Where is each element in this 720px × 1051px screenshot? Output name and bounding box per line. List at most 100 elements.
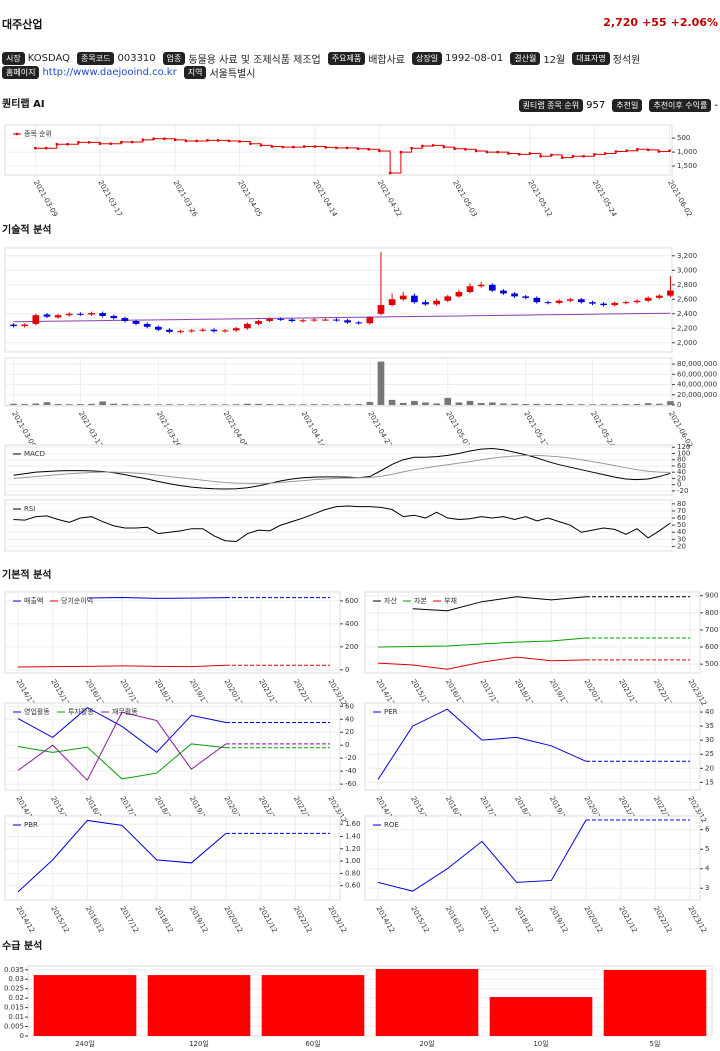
x-tick-label: 2022/12 xyxy=(652,905,673,934)
y-tick-label: 1,500 xyxy=(677,162,697,170)
section-title: 퀀티랩 AI xyxy=(2,97,45,110)
candle-body xyxy=(566,299,574,301)
y-tick-label: 80,000,000 xyxy=(677,360,717,368)
candle-body xyxy=(667,290,674,296)
legend-label: 재무활동 xyxy=(112,707,138,716)
candle-body xyxy=(32,315,40,324)
candle-body xyxy=(377,305,385,314)
info-label: 업종 xyxy=(162,52,186,65)
x-tick-label: 2019/12 xyxy=(548,905,569,934)
volume-bar xyxy=(399,402,407,405)
y-tick-label: 40 xyxy=(677,528,686,536)
legend-label: PBR xyxy=(24,821,38,829)
x-tick-label: 60일 xyxy=(305,1039,320,1048)
info-value: KOSDAQ xyxy=(27,53,71,64)
series-line xyxy=(17,743,227,780)
x-tick-label: 2016/12 xyxy=(84,905,105,934)
point xyxy=(571,155,575,158)
y-tick-label: 40 xyxy=(345,715,354,723)
volume-bar xyxy=(488,402,496,405)
y-tick-label: 6 xyxy=(705,826,710,834)
volume-bar xyxy=(88,403,95,405)
y-tick-label: 0 xyxy=(677,401,681,409)
candle-body xyxy=(522,296,530,298)
section-title: 기본적 분석 xyxy=(2,568,51,581)
x-tick-label: 2022/12 xyxy=(292,905,313,934)
volume-bar xyxy=(355,404,363,405)
y-tick-label: 700 xyxy=(705,626,718,634)
x-tick-label: 2021-03-17 xyxy=(96,179,123,218)
point xyxy=(77,141,80,144)
legend-marker xyxy=(15,132,19,136)
point xyxy=(130,140,134,144)
legend-label: 자산 xyxy=(384,596,397,605)
volume-bar xyxy=(21,404,29,405)
y-tick-label: 60,000,000 xyxy=(677,370,717,378)
chart-frame xyxy=(27,965,713,1037)
candle-body xyxy=(88,313,95,315)
x-tick-label: 2021-03-26 xyxy=(155,410,183,450)
y-tick-label: 600 xyxy=(345,597,358,605)
info-label: 주요제품 xyxy=(327,52,366,65)
candle-body xyxy=(488,284,496,291)
info-value: 배합사료 xyxy=(368,55,405,66)
y-tick-label: 40 xyxy=(677,468,686,476)
y-tick-label: 0 xyxy=(677,481,681,489)
y-tick-label: 400 xyxy=(345,620,358,628)
x-tick-label: 2020/12 xyxy=(223,905,244,934)
point xyxy=(474,149,478,153)
x-tick-label: 2014/12 xyxy=(15,905,36,934)
x-tick-label: 2017/12 xyxy=(119,905,140,934)
info-label: 시장 xyxy=(2,52,25,65)
candle-body xyxy=(177,331,184,333)
candle-body xyxy=(533,297,541,303)
y-tick-label: 0.005 xyxy=(4,1023,24,1031)
volume-bar xyxy=(277,404,285,405)
chart-frame xyxy=(4,357,673,407)
y-tick-label: 0.025 xyxy=(4,985,24,993)
volume-bar xyxy=(477,402,485,405)
point xyxy=(582,155,585,158)
info-value: 1992-08-01 xyxy=(445,53,504,64)
info-label: 대표자명 xyxy=(572,52,610,65)
volume-bar xyxy=(444,397,452,405)
info-label: 홈페이지 xyxy=(2,66,40,79)
y-tick-label: 2,000 xyxy=(677,339,697,347)
x-tick-label: 2021-06-02 xyxy=(666,179,693,218)
volume-bar xyxy=(143,404,151,405)
y-tick-label: 600 xyxy=(705,643,718,651)
y-tick-label: 0.80 xyxy=(345,869,361,877)
point xyxy=(378,149,381,153)
candle-body xyxy=(333,319,340,321)
x-tick-label: 2018/12 xyxy=(153,905,174,934)
volume-bar xyxy=(578,404,585,405)
stock-name: 대주산업 xyxy=(2,18,43,31)
candle-body xyxy=(399,295,407,300)
x-tick-label: 2021-03-09 xyxy=(32,179,59,218)
candle-body xyxy=(166,329,173,332)
x-tick-label: 2021-05-12 xyxy=(526,179,553,218)
y-tick-label: 35 xyxy=(705,722,714,730)
y-tick-label: 900 xyxy=(705,592,718,600)
volume-bar xyxy=(299,404,307,405)
x-tick-label: 2021-04-14 xyxy=(300,410,328,450)
candle-body xyxy=(500,290,507,294)
y-tick-label: 0.03 xyxy=(8,975,24,983)
point xyxy=(34,146,37,150)
y-tick-label: 60 xyxy=(677,462,686,470)
y-tick-label: 1.00 xyxy=(345,857,361,865)
y-tick-label: 1.40 xyxy=(345,832,361,840)
x-tick-label: 120일 xyxy=(189,1039,209,1048)
point xyxy=(259,144,263,147)
info-value: 12월 xyxy=(543,55,566,66)
info-value: 정석원 xyxy=(612,55,641,66)
point xyxy=(614,150,618,153)
y-tick-label: 20 xyxy=(705,764,714,772)
legend-label: RSI xyxy=(24,505,35,513)
candle-body xyxy=(544,302,552,304)
point xyxy=(421,144,424,148)
info-row: 시장 KOSDAQ 종목코드 003310 업종 동물용 사료 및 조제식품 제조업 주요제… xyxy=(2,51,640,66)
volume-bar xyxy=(132,404,140,405)
